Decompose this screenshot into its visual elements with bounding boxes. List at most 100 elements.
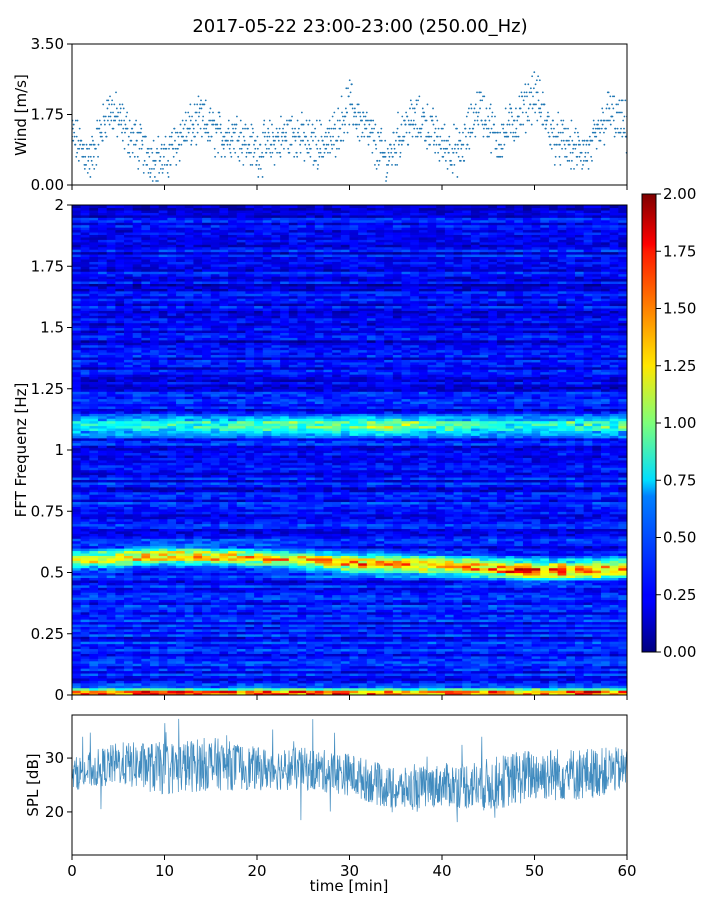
wind-point [131, 151, 134, 154]
spectrogram-cell [462, 626, 472, 630]
spectrogram-cell [531, 621, 541, 625]
spectrogram-cell [349, 682, 359, 686]
wind-point [286, 119, 288, 122]
spectrogram-cell [245, 650, 255, 654]
spectrogram-cell [262, 641, 273, 645]
spectrogram-cell [522, 646, 533, 650]
spectrogram-cell [184, 653, 194, 657]
spectrogram-cell [401, 682, 411, 686]
spectrogram-cell [479, 636, 489, 640]
wind-point [470, 103, 472, 106]
spectrogram-cell [280, 687, 290, 691]
spectrogram-cell [106, 675, 116, 679]
spectrogram-cell [557, 650, 567, 654]
wind-point [624, 99, 627, 102]
spectrogram-cell [583, 623, 593, 627]
spectrogram-cell [548, 621, 559, 625]
wind-point [490, 151, 493, 154]
spectrogram-cell [228, 641, 238, 645]
wind-point [315, 143, 318, 146]
wind-point [83, 167, 86, 170]
spectrogram-cell [618, 680, 627, 684]
spectrogram-cell [531, 638, 541, 642]
wind-point [346, 131, 349, 134]
spectrogram-cell [522, 658, 533, 662]
spectrogram-cell [271, 653, 281, 657]
spectrogram-cell [167, 682, 177, 686]
wind-point [226, 131, 228, 134]
spectrogram-cell [470, 663, 481, 667]
wind-point [394, 163, 397, 166]
spectrogram-cell [609, 648, 619, 652]
spectrogram-cell [418, 628, 429, 632]
spectrogram-cell [470, 677, 481, 681]
spectrogram-cell [184, 628, 194, 632]
spectrogram-cell [358, 680, 368, 684]
spectrogram-cell [132, 665, 142, 669]
wind-point [130, 131, 132, 134]
spectrogram-cell [479, 643, 489, 647]
spectrogram-cell [262, 672, 273, 676]
spectrogram-cell [306, 675, 316, 679]
spectrogram-cell [418, 690, 429, 694]
spectrogram-cell [505, 660, 515, 664]
spectrogram-cell [600, 650, 611, 654]
spectrogram-cell [557, 682, 567, 686]
spectrogram-cell [592, 685, 602, 689]
wind-point [209, 139, 211, 142]
wind-point [206, 139, 209, 142]
spectrogram-cell [349, 685, 359, 689]
spectrogram-cell [384, 685, 394, 689]
spectrogram-cell [306, 616, 316, 620]
spectrogram-cell [514, 677, 524, 681]
spectrogram-cell [453, 614, 463, 618]
wind-point [371, 151, 374, 154]
spectrogram-cell [401, 616, 411, 620]
spectrogram-cell [548, 687, 559, 691]
spectrogram-cell [132, 614, 142, 618]
wind-point [476, 91, 478, 94]
wind-point [502, 123, 505, 126]
spectrogram-cell [479, 670, 489, 674]
spectrogram-cell [167, 660, 177, 664]
spectrogram-cell [522, 648, 533, 652]
spectrogram-cell [184, 690, 194, 694]
spectrogram-cell [245, 655, 255, 659]
wind-point [384, 139, 387, 142]
spectrogram-cell [106, 687, 116, 691]
wind-point [443, 139, 446, 142]
wind-point [201, 119, 204, 122]
spectrogram-cell [514, 621, 524, 625]
spectrogram-cell [583, 663, 593, 667]
wind-point [162, 155, 165, 158]
spectrogram-cell [288, 621, 299, 625]
wind-point [373, 127, 375, 130]
spectrogram-cell [592, 646, 602, 650]
wind-point [342, 139, 345, 142]
spectrogram-cell [219, 653, 229, 657]
wind-point [483, 95, 486, 98]
spectrogram-cell [167, 677, 177, 681]
wind-point [147, 151, 149, 154]
wind-point [461, 155, 464, 158]
wind-point [545, 123, 548, 126]
wind-point [228, 131, 231, 134]
wind-point [582, 143, 585, 146]
spectrogram-cell [158, 680, 168, 684]
spectrogram-cell [184, 677, 194, 681]
spectrogram-cell [228, 614, 238, 618]
wind-point [598, 127, 601, 130]
spectrogram-cell [548, 628, 559, 632]
wind-point [431, 115, 434, 118]
wind-point [162, 147, 165, 150]
wind-point [266, 139, 269, 142]
wind-point [171, 143, 174, 146]
wind-point [115, 91, 117, 94]
spectrogram-cell [98, 646, 108, 650]
spectrogram-cell [306, 687, 316, 691]
spectrogram-cell [384, 623, 394, 627]
spectrogram-cell [583, 682, 593, 686]
wind-point [246, 147, 249, 150]
wind-point [531, 107, 534, 110]
spectrogram-cell [583, 660, 593, 664]
